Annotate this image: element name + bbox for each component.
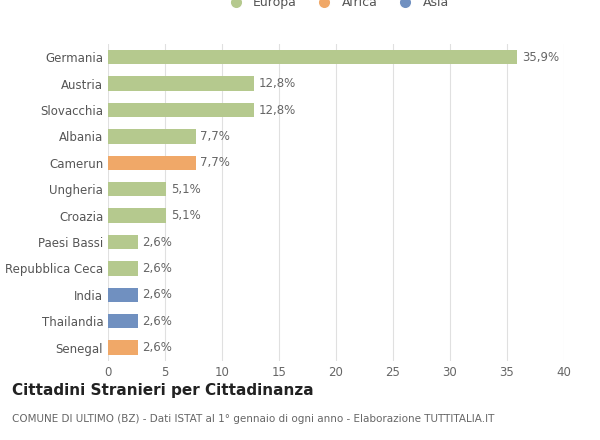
Text: 7,7%: 7,7% [200, 130, 230, 143]
Bar [108, 341, 137, 355]
Bar [108, 77, 254, 91]
Text: 2,6%: 2,6% [142, 315, 172, 328]
Bar [108, 156, 196, 170]
Text: 35,9%: 35,9% [522, 51, 559, 64]
Text: 2,6%: 2,6% [142, 288, 172, 301]
Text: COMUNE DI ULTIMO (BZ) - Dati ISTAT al 1° gennaio di ogni anno - Elaborazione TUT: COMUNE DI ULTIMO (BZ) - Dati ISTAT al 1°… [12, 414, 494, 424]
Text: 5,1%: 5,1% [170, 183, 200, 196]
Bar [108, 103, 254, 117]
Text: 12,8%: 12,8% [259, 103, 296, 117]
Bar [108, 261, 137, 275]
Bar [108, 288, 137, 302]
Text: 2,6%: 2,6% [142, 341, 172, 354]
Bar [108, 235, 137, 249]
Bar [108, 129, 196, 144]
Text: 5,1%: 5,1% [170, 209, 200, 222]
Bar [108, 314, 137, 328]
Text: 2,6%: 2,6% [142, 262, 172, 275]
Text: 12,8%: 12,8% [259, 77, 296, 90]
Text: 2,6%: 2,6% [142, 235, 172, 249]
Text: Cittadini Stranieri per Cittadinanza: Cittadini Stranieri per Cittadinanza [12, 383, 314, 398]
Legend: Europa, Africa, Asia: Europa, Africa, Asia [223, 0, 449, 9]
Bar [108, 50, 517, 65]
Bar [108, 182, 166, 196]
Text: 7,7%: 7,7% [200, 156, 230, 169]
Bar [108, 209, 166, 223]
